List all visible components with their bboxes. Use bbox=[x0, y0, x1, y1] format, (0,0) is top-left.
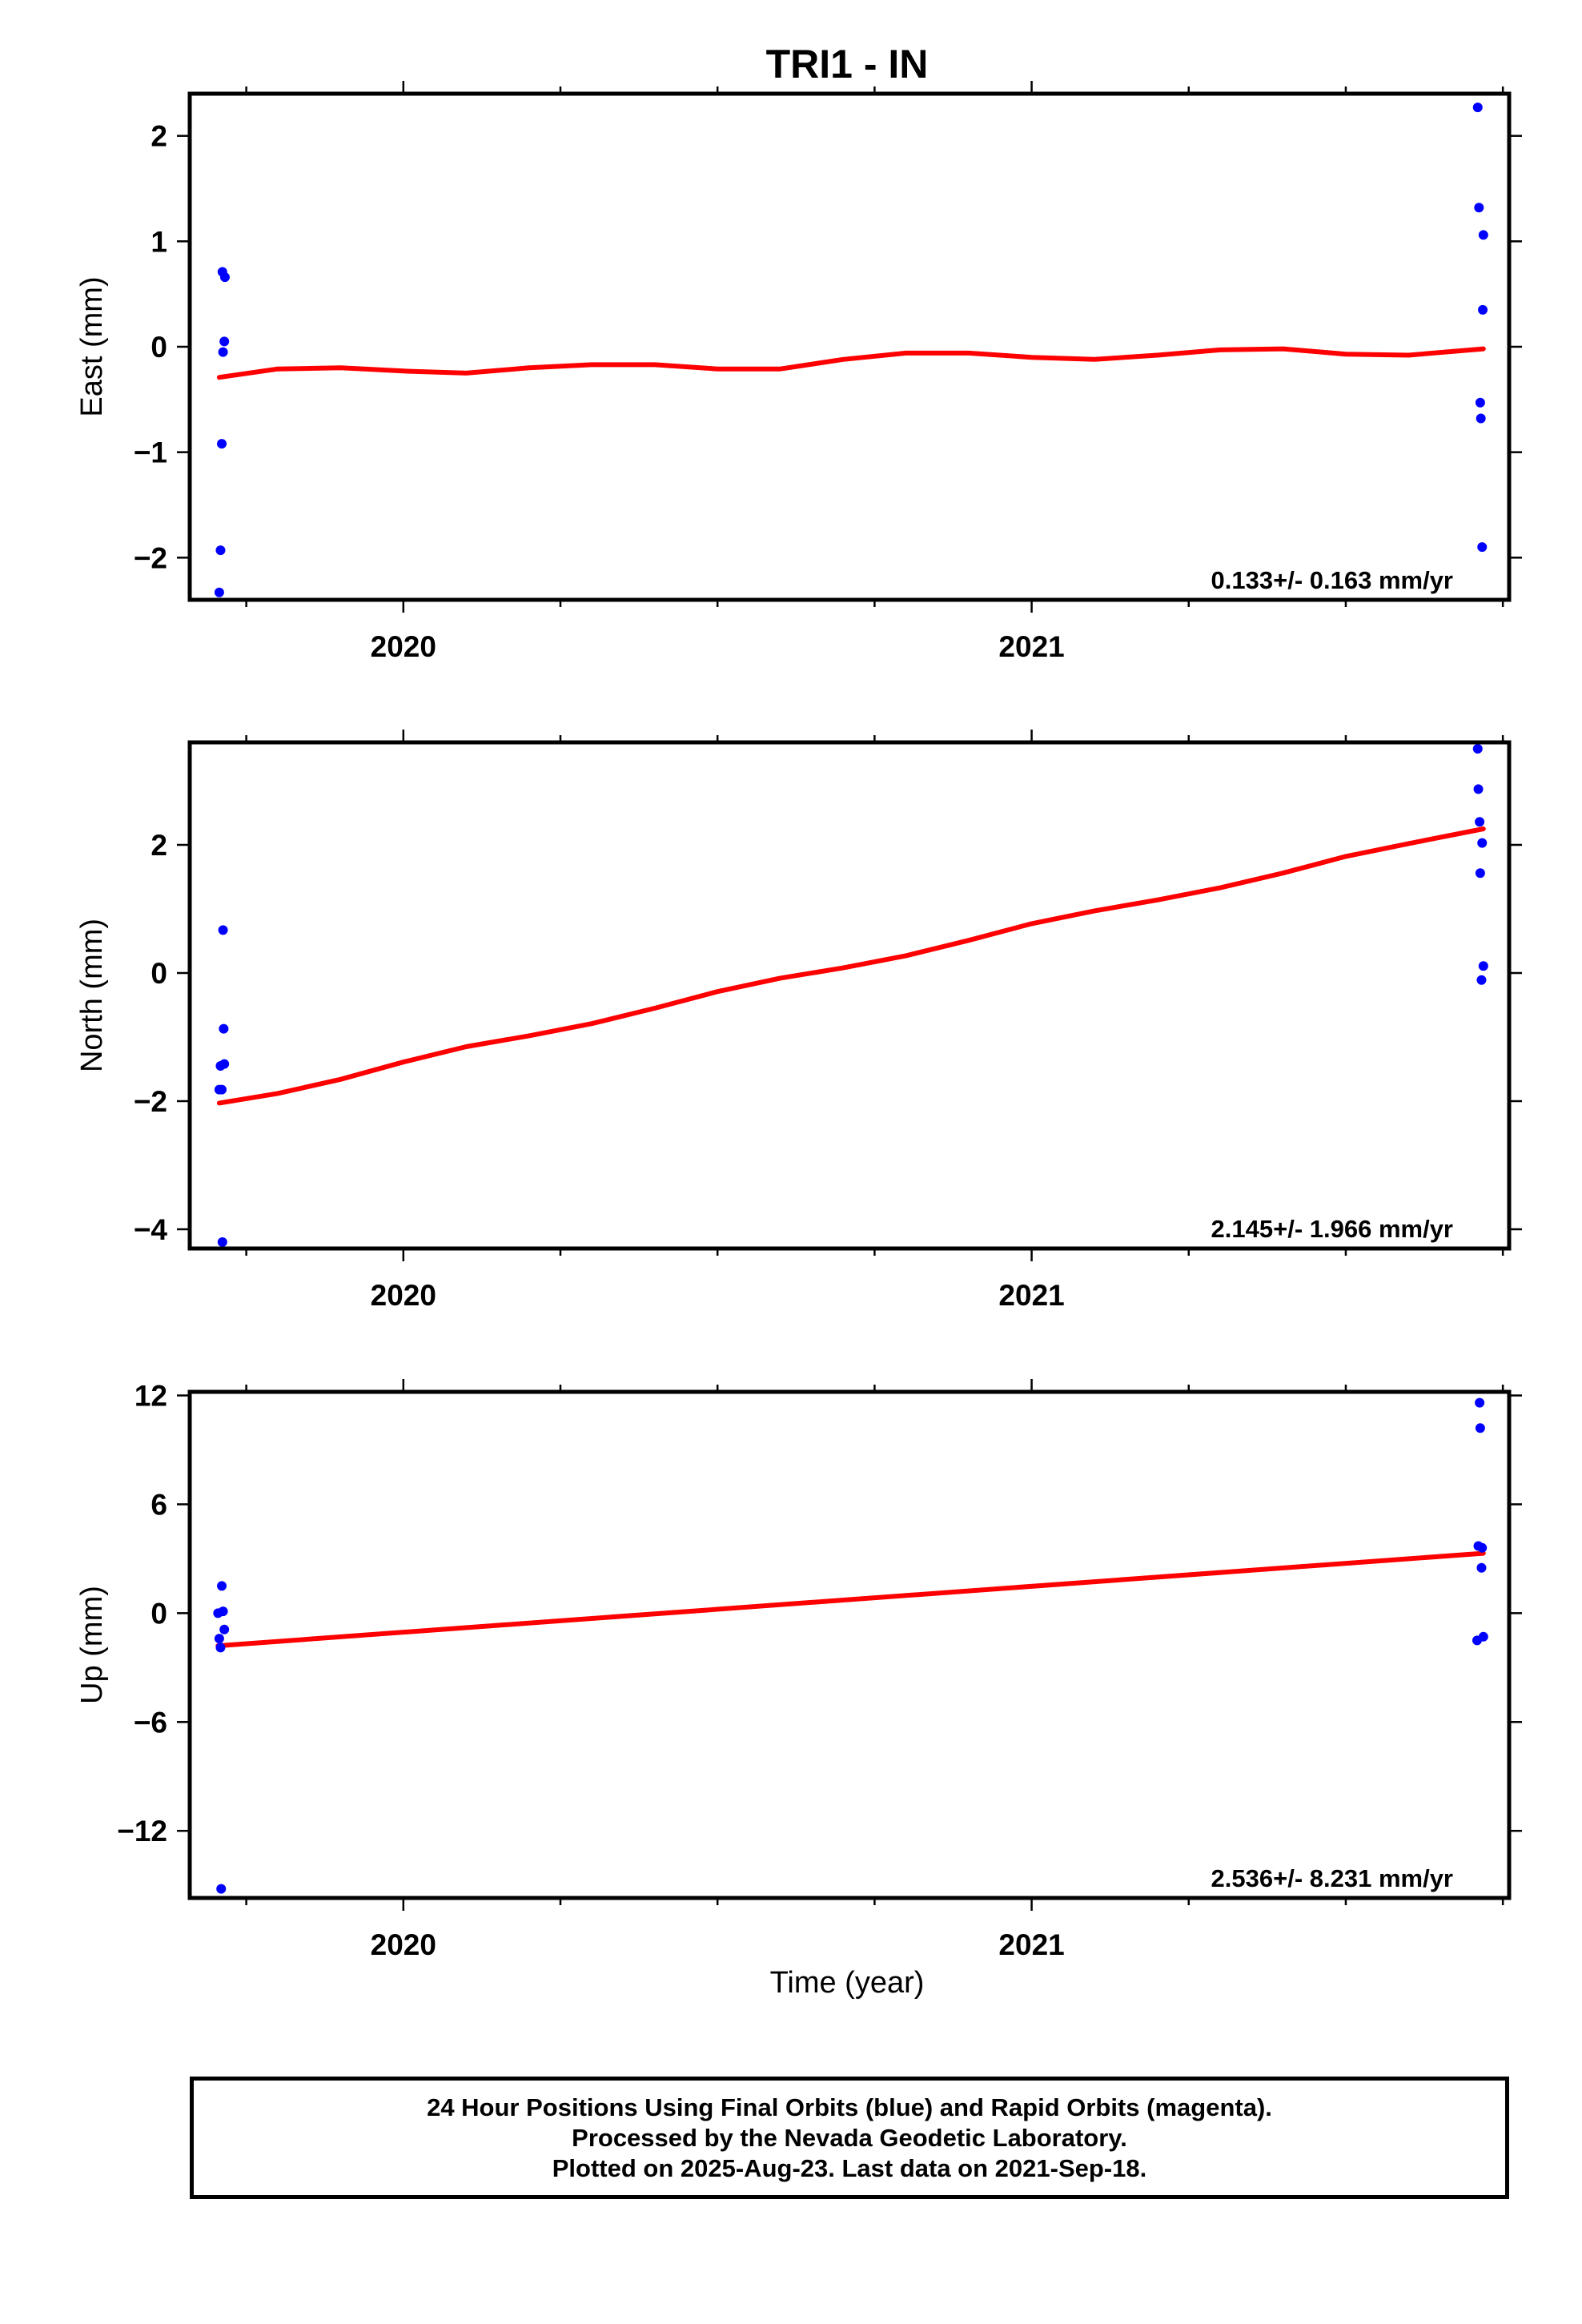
north-plot-frame bbox=[187, 740, 1512, 1251]
north-y-tick-label: 0 bbox=[151, 957, 167, 990]
up-x-tick-label: 2021 bbox=[998, 1928, 1064, 1961]
east-data-point bbox=[1478, 230, 1488, 240]
chart-title: TRI1 - IN bbox=[766, 42, 929, 86]
east-data-point bbox=[1478, 304, 1488, 315]
east-plot-frame bbox=[187, 91, 1512, 602]
north-data-point bbox=[217, 1237, 227, 1247]
east-data-point bbox=[214, 587, 224, 597]
east-data-point bbox=[219, 336, 230, 347]
east-data-point bbox=[219, 272, 230, 283]
up-data-point bbox=[216, 1884, 227, 1894]
north-x-tick-label: 2021 bbox=[998, 1279, 1064, 1312]
north-data-point bbox=[1477, 838, 1488, 848]
east-panel: 2 1 0 −1 −2 2020 2021 East (mm) 0.133+/- 0.163 m… bbox=[75, 81, 1522, 663]
north-data-point bbox=[1476, 975, 1487, 985]
east-y-tick-label: 2 bbox=[151, 120, 167, 153]
up-data-point bbox=[215, 1642, 226, 1653]
up-panel: 12 6 0 −6 −12 2020 2021 Up (mm) 2.536+/- 8.231 m… bbox=[75, 1379, 1522, 1961]
east-x-tick-label: 2020 bbox=[371, 630, 436, 663]
footer-line-1: 24 Hour Positions Using Final Orbits (bl… bbox=[427, 2093, 1272, 2121]
east-y-tick-label: 0 bbox=[151, 331, 167, 364]
east-data-point bbox=[217, 439, 227, 449]
up-y-tick-label: −12 bbox=[117, 1815, 167, 1848]
north-data-point bbox=[1475, 868, 1485, 879]
north-y-tick-label: 2 bbox=[151, 829, 167, 862]
north-data-point bbox=[1478, 961, 1488, 971]
up-y-tick-label: 12 bbox=[135, 1380, 167, 1413]
up-y-axis-label: Up (mm) bbox=[75, 1586, 109, 1704]
up-data-point bbox=[219, 1624, 230, 1634]
east-y-tick-label: −2 bbox=[134, 541, 167, 574]
up-data-point bbox=[1475, 1397, 1485, 1408]
north-data-point bbox=[1475, 817, 1485, 827]
up-data-point bbox=[1477, 1542, 1488, 1553]
up-data-point bbox=[214, 1634, 224, 1644]
north-data-point bbox=[218, 925, 228, 935]
north-data-point bbox=[1473, 784, 1484, 794]
up-data-point bbox=[217, 1581, 227, 1591]
east-y-tick-label: −1 bbox=[134, 436, 167, 469]
north-y-tick-label: −2 bbox=[134, 1085, 167, 1118]
north-panel: 2 0 −2 −4 2020 2021 North (mm) 2.145+/- 1.966 m… bbox=[75, 730, 1522, 1312]
north-fit-line bbox=[216, 826, 1486, 1106]
x-axis-label: Time (year) bbox=[770, 1966, 925, 2000]
up-y-tick-label: 6 bbox=[151, 1488, 167, 1521]
north-y-axis-label: North (mm) bbox=[75, 919, 109, 1072]
north-data-point bbox=[1472, 744, 1483, 754]
east-data-point bbox=[1477, 542, 1488, 553]
east-data-point bbox=[218, 347, 228, 357]
north-data-point bbox=[219, 1023, 229, 1034]
north-data-point bbox=[217, 1084, 227, 1095]
up-data-point bbox=[1476, 1562, 1487, 1573]
up-y-tick-label: 0 bbox=[151, 1597, 167, 1630]
up-y-tick-label: −6 bbox=[134, 1706, 167, 1739]
up-data-point bbox=[1478, 1631, 1488, 1642]
east-y-tick-label: 1 bbox=[151, 225, 167, 258]
up-plot-frame bbox=[187, 1389, 1512, 1900]
up-rate-annotation: 2.536+/- 8.231 mm/yr bbox=[1211, 1864, 1453, 1892]
north-y-tick-label: −4 bbox=[134, 1213, 168, 1246]
east-data-point bbox=[1475, 397, 1485, 408]
up-data-point bbox=[218, 1606, 228, 1617]
footer-caption-box: 24 Hour Positions Using Final Orbits (bl… bbox=[190, 2077, 1509, 2199]
east-data-point bbox=[1476, 413, 1486, 424]
up-data-point bbox=[1475, 1423, 1485, 1433]
north-x-tick-label: 2020 bbox=[371, 1279, 436, 1312]
footer-line-3: Plotted on 2025-Aug-23. Last data on 202… bbox=[552, 2153, 1147, 2182]
north-rate-annotation: 2.145+/- 1.966 mm/yr bbox=[1211, 1215, 1453, 1243]
east-x-tick-label: 2021 bbox=[998, 630, 1064, 663]
east-data-point bbox=[1474, 203, 1484, 213]
east-y-axis-label: East (mm) bbox=[75, 276, 109, 416]
east-data-point bbox=[215, 545, 226, 556]
east-data-point bbox=[1472, 103, 1483, 113]
up-x-tick-label: 2020 bbox=[371, 1928, 436, 1961]
east-fit-line bbox=[216, 346, 1486, 380]
up-fit-line bbox=[215, 1550, 1486, 1649]
east-rate-annotation: 0.133+/- 0.163 mm/yr bbox=[1211, 566, 1453, 594]
north-data-point bbox=[219, 1059, 230, 1069]
footer-line-2: Processed by the Nevada Geodetic Laborat… bbox=[572, 2123, 1127, 2152]
